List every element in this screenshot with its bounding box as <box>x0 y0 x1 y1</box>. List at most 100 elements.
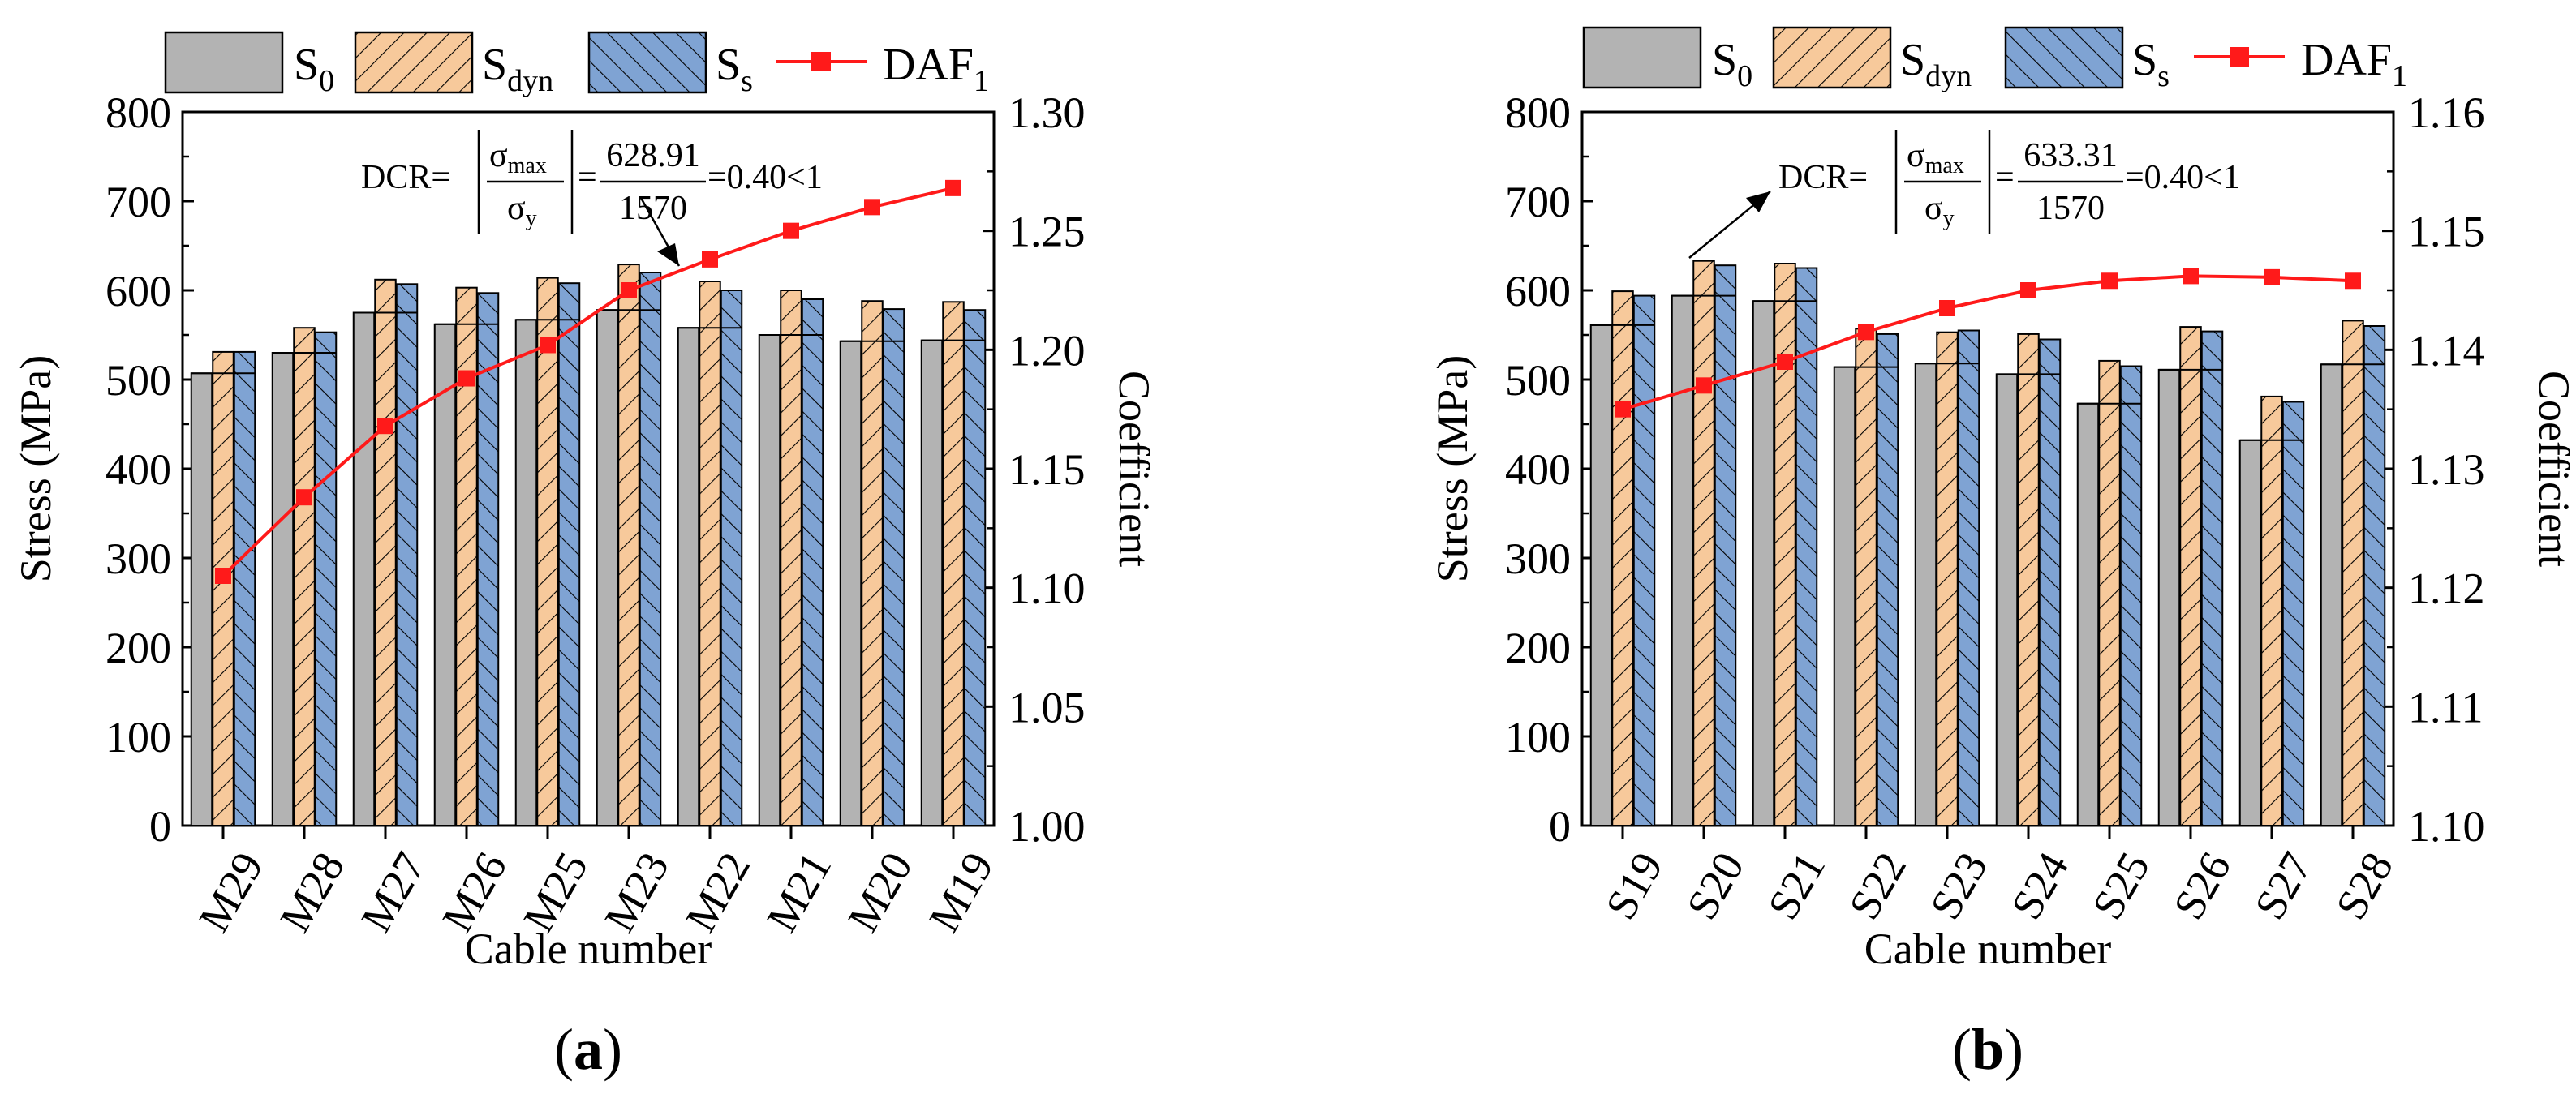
legend-swatch-sdyn <box>1772 26 1892 89</box>
bars-a <box>190 264 987 827</box>
y-tick-label: 400 <box>105 445 171 494</box>
bar-ss <box>2119 365 2143 826</box>
y-tick-label: 0 <box>1549 802 1571 851</box>
legend-a: S0 Sdyn Ss DAF1 <box>164 31 989 98</box>
daf-marker <box>2020 282 2036 298</box>
dcr-result-b: =0.40<1 <box>2125 159 2240 196</box>
annotation-arrowhead-b <box>1746 191 1770 212</box>
legend-label-ss: Ss <box>2132 35 2170 93</box>
y-tick-labels-b: 0 100 200 300 400 500 600 700 800 <box>1505 88 1571 851</box>
bar-s0 <box>1914 363 1937 826</box>
bar-ss <box>557 282 581 826</box>
daf-marker <box>945 179 961 196</box>
legend-item-ss: Ss <box>2004 26 2170 93</box>
bar-s0 <box>920 339 944 827</box>
y-tick-label: 400 <box>1505 445 1571 494</box>
dcr-value-den-b: 1570 <box>2036 190 2105 227</box>
legend-swatch-s0 <box>1582 26 1702 89</box>
bar-ss <box>1876 333 1899 826</box>
annotation-arrowhead-a <box>657 243 679 266</box>
legend-item-sdyn: Sdyn <box>354 31 553 98</box>
sigma-y-a: σy <box>507 190 537 231</box>
y2-tick-label: 1.10 <box>2408 802 2485 851</box>
bar-ss <box>233 350 256 826</box>
legend-item-s0: S0 <box>1582 26 1752 93</box>
bar-ss <box>2281 401 2305 826</box>
sigma-max-a: σmax <box>489 137 547 178</box>
bar-sdyn <box>2098 359 2121 826</box>
legend-item-s0: S0 <box>164 31 334 98</box>
bar-sdyn <box>1855 328 1877 826</box>
daf-marker <box>864 199 880 216</box>
legend-label-s0: S0 <box>294 40 334 98</box>
dcr-value-num-a: 628.91 <box>606 137 700 174</box>
x-axis-title-b: Cable number <box>1864 925 2111 973</box>
bar-ss <box>2200 330 2224 827</box>
bar-sdyn <box>2179 326 2202 827</box>
y2-tick-label: 1.05 <box>1008 683 1086 732</box>
y-axis-title-a: Stress (MPa) <box>11 355 60 583</box>
daf-marker <box>2345 272 2361 290</box>
x-tick-label: S22 <box>1839 844 1916 928</box>
y-tick-label: 700 <box>105 178 171 226</box>
bar-sdyn <box>293 327 316 826</box>
panel-a: S0 Sdyn Ss DAF1 M29M28M27M26M25M23M22M21… <box>11 31 1159 1082</box>
y2-tick-label: 1.20 <box>1008 326 1086 375</box>
x-tick-label: S20 <box>1677 844 1753 928</box>
panel-b: S0 Sdyn Ss DAF1 S19 S20 S21 S22 S23 S24 S25 S26… <box>1428 26 2576 1082</box>
daf-marker <box>1939 300 1955 316</box>
bar-s0 <box>514 319 538 826</box>
y-tick-label: 0 <box>149 802 171 851</box>
y2-tick-labels-a: 1.00 1.05 1.10 1.15 1.20 1.25 1.30 <box>1008 88 1086 851</box>
bar-ss <box>801 298 824 826</box>
y-tick-label: 200 <box>105 624 171 672</box>
legend-item-ss: Ss <box>587 31 753 98</box>
y-tick-labels-a: 0 100 200 300 400 500 600 700 800 <box>105 88 171 851</box>
legend-label-s0: S0 <box>1712 35 1752 93</box>
x-tick-label: S25 <box>2083 844 2159 928</box>
daf-marker <box>1615 401 1631 418</box>
bar-s0 <box>2320 363 2343 826</box>
bar-sdyn <box>942 301 965 826</box>
x-tick-label: S24 <box>2002 844 2078 928</box>
bar-sdyn <box>536 277 559 827</box>
panel-label-a: (a) <box>554 1017 622 1082</box>
y-tick-label: 600 <box>1505 267 1571 315</box>
bar-sdyn <box>699 281 721 826</box>
daf-marker <box>377 418 393 435</box>
bar-s0 <box>839 340 862 826</box>
x-tick-label: S26 <box>2164 844 2240 928</box>
legend-label-daf: DAF1 <box>2301 35 2407 93</box>
bar-s0 <box>352 311 376 826</box>
bar-s0 <box>1671 294 1694 827</box>
bar-sdyn <box>617 264 640 827</box>
y-tick-label: 100 <box>1505 713 1571 762</box>
y2-tick-label: 1.25 <box>1008 208 1086 256</box>
bar-sdyn <box>1774 263 1796 826</box>
bar-sdyn <box>2017 333 2040 826</box>
daf-marker <box>1696 377 1712 394</box>
bar-sdyn <box>2260 395 2283 826</box>
y2-tick-label: 1.30 <box>1008 88 1086 137</box>
bar-s0 <box>677 327 700 826</box>
daf-line-b <box>1615 268 2361 418</box>
x-tick-label: S19 <box>1596 844 1672 928</box>
y-tick-label: 600 <box>105 267 171 315</box>
bar-ss <box>1795 267 1818 826</box>
legend-item-daf: DAF1 <box>776 40 989 98</box>
bar-ss <box>1714 264 1737 826</box>
legend-swatch-ss <box>2004 26 2124 89</box>
x-tick-label: S27 <box>2245 844 2321 928</box>
legend-swatch-s0 <box>164 31 284 94</box>
bar-s0 <box>433 323 457 826</box>
daf-marker <box>621 282 637 298</box>
y2-tick-label: 1.15 <box>2408 208 2485 256</box>
bar-sdyn <box>861 300 884 826</box>
bar-ss <box>2363 325 2386 826</box>
daf-marker <box>2101 272 2118 290</box>
dcr-eq-a: = <box>578 159 597 196</box>
dcr-lhs-b: DCR= <box>1778 159 1868 196</box>
legend-label-daf: DAF1 <box>883 40 989 98</box>
bar-ss <box>720 290 743 826</box>
